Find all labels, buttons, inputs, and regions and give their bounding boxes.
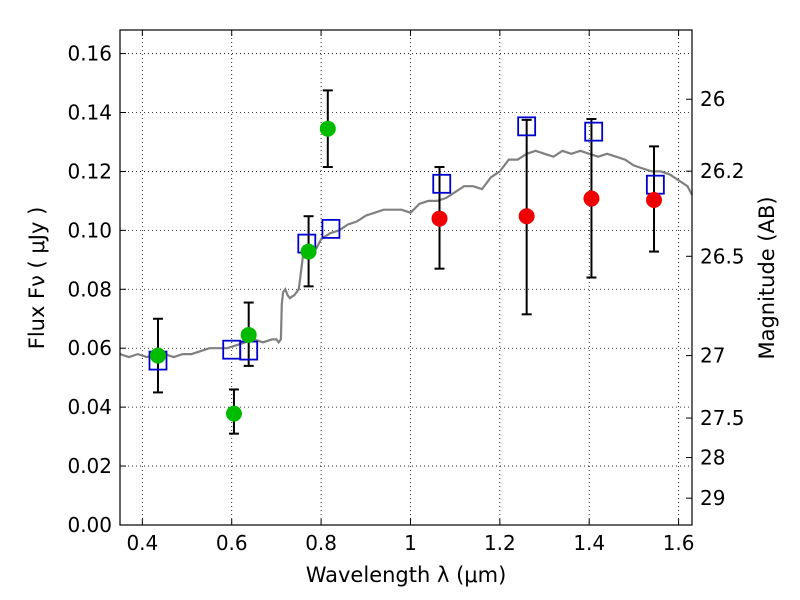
green-data-point <box>225 405 242 422</box>
red-data-point <box>518 208 535 225</box>
spectrum-layer <box>119 149 693 359</box>
x-axis-label: Wavelength λ (μm) <box>306 563 507 587</box>
x-tick-label: 1.4 <box>573 531 605 555</box>
right-tick-label: 26.2 <box>700 159 745 183</box>
y-tick-label: 0.04 <box>67 395 112 419</box>
model-square <box>517 116 537 137</box>
right-tick-label: 28 <box>700 446 725 470</box>
y-axis-ticks: 0.00 0.02 0.04 0.06 0.08 0.10 0.12 0.14 0.16 <box>67 42 126 537</box>
green-data-point <box>319 120 336 137</box>
x-tick-label: 0.8 <box>305 531 337 555</box>
x-axis-ticks: 0.4 0.6 0.8 1 1.2 1.4 1.6 <box>126 30 695 555</box>
y-tick-label: 0.06 <box>67 336 112 360</box>
model-square <box>432 173 452 194</box>
data-point-layer <box>149 120 663 422</box>
green-data-point <box>300 243 317 260</box>
green-data-point <box>149 347 166 364</box>
right-axis-label: Magnitude (AB) <box>755 196 779 359</box>
x-tick-label: 0.6 <box>216 531 248 555</box>
model-square <box>584 121 604 142</box>
y-tick-label: 0.08 <box>67 277 112 301</box>
x-tick-label: 1 <box>404 531 417 555</box>
x-tick-label: 1.6 <box>663 531 695 555</box>
y-tick-label: 0.14 <box>67 101 112 125</box>
red-data-point <box>646 192 663 209</box>
y-tick-label: 0.00 <box>67 513 112 537</box>
right-tick-label: 27 <box>700 344 725 368</box>
right-tick-label: 27.5 <box>700 406 745 430</box>
spectrum-line <box>119 149 693 359</box>
right-axis-ticks: 26 26.2 26.5 27 27.5 28 29 <box>686 87 745 510</box>
model-square <box>321 218 341 239</box>
y-axis-label: Flux Fν ( μJy ) <box>25 207 49 350</box>
plot-area-background <box>120 30 692 525</box>
red-data-point <box>583 190 600 207</box>
right-tick-label: 26.5 <box>700 244 745 268</box>
y-tick-label: 0.16 <box>67 42 112 66</box>
x-tick-label: 0.4 <box>126 531 158 555</box>
y-tick-label: 0.02 <box>67 454 112 478</box>
green-data-point <box>240 326 257 343</box>
right-tick-label: 29 <box>700 486 725 510</box>
red-data-point <box>431 210 448 227</box>
right-tick-label: 26 <box>700 87 725 111</box>
y-tick-label: 0.10 <box>67 218 112 242</box>
y-tick-label: 0.12 <box>67 159 112 183</box>
plot-frame <box>119 29 693 526</box>
x-tick-label: 1.2 <box>484 531 516 555</box>
